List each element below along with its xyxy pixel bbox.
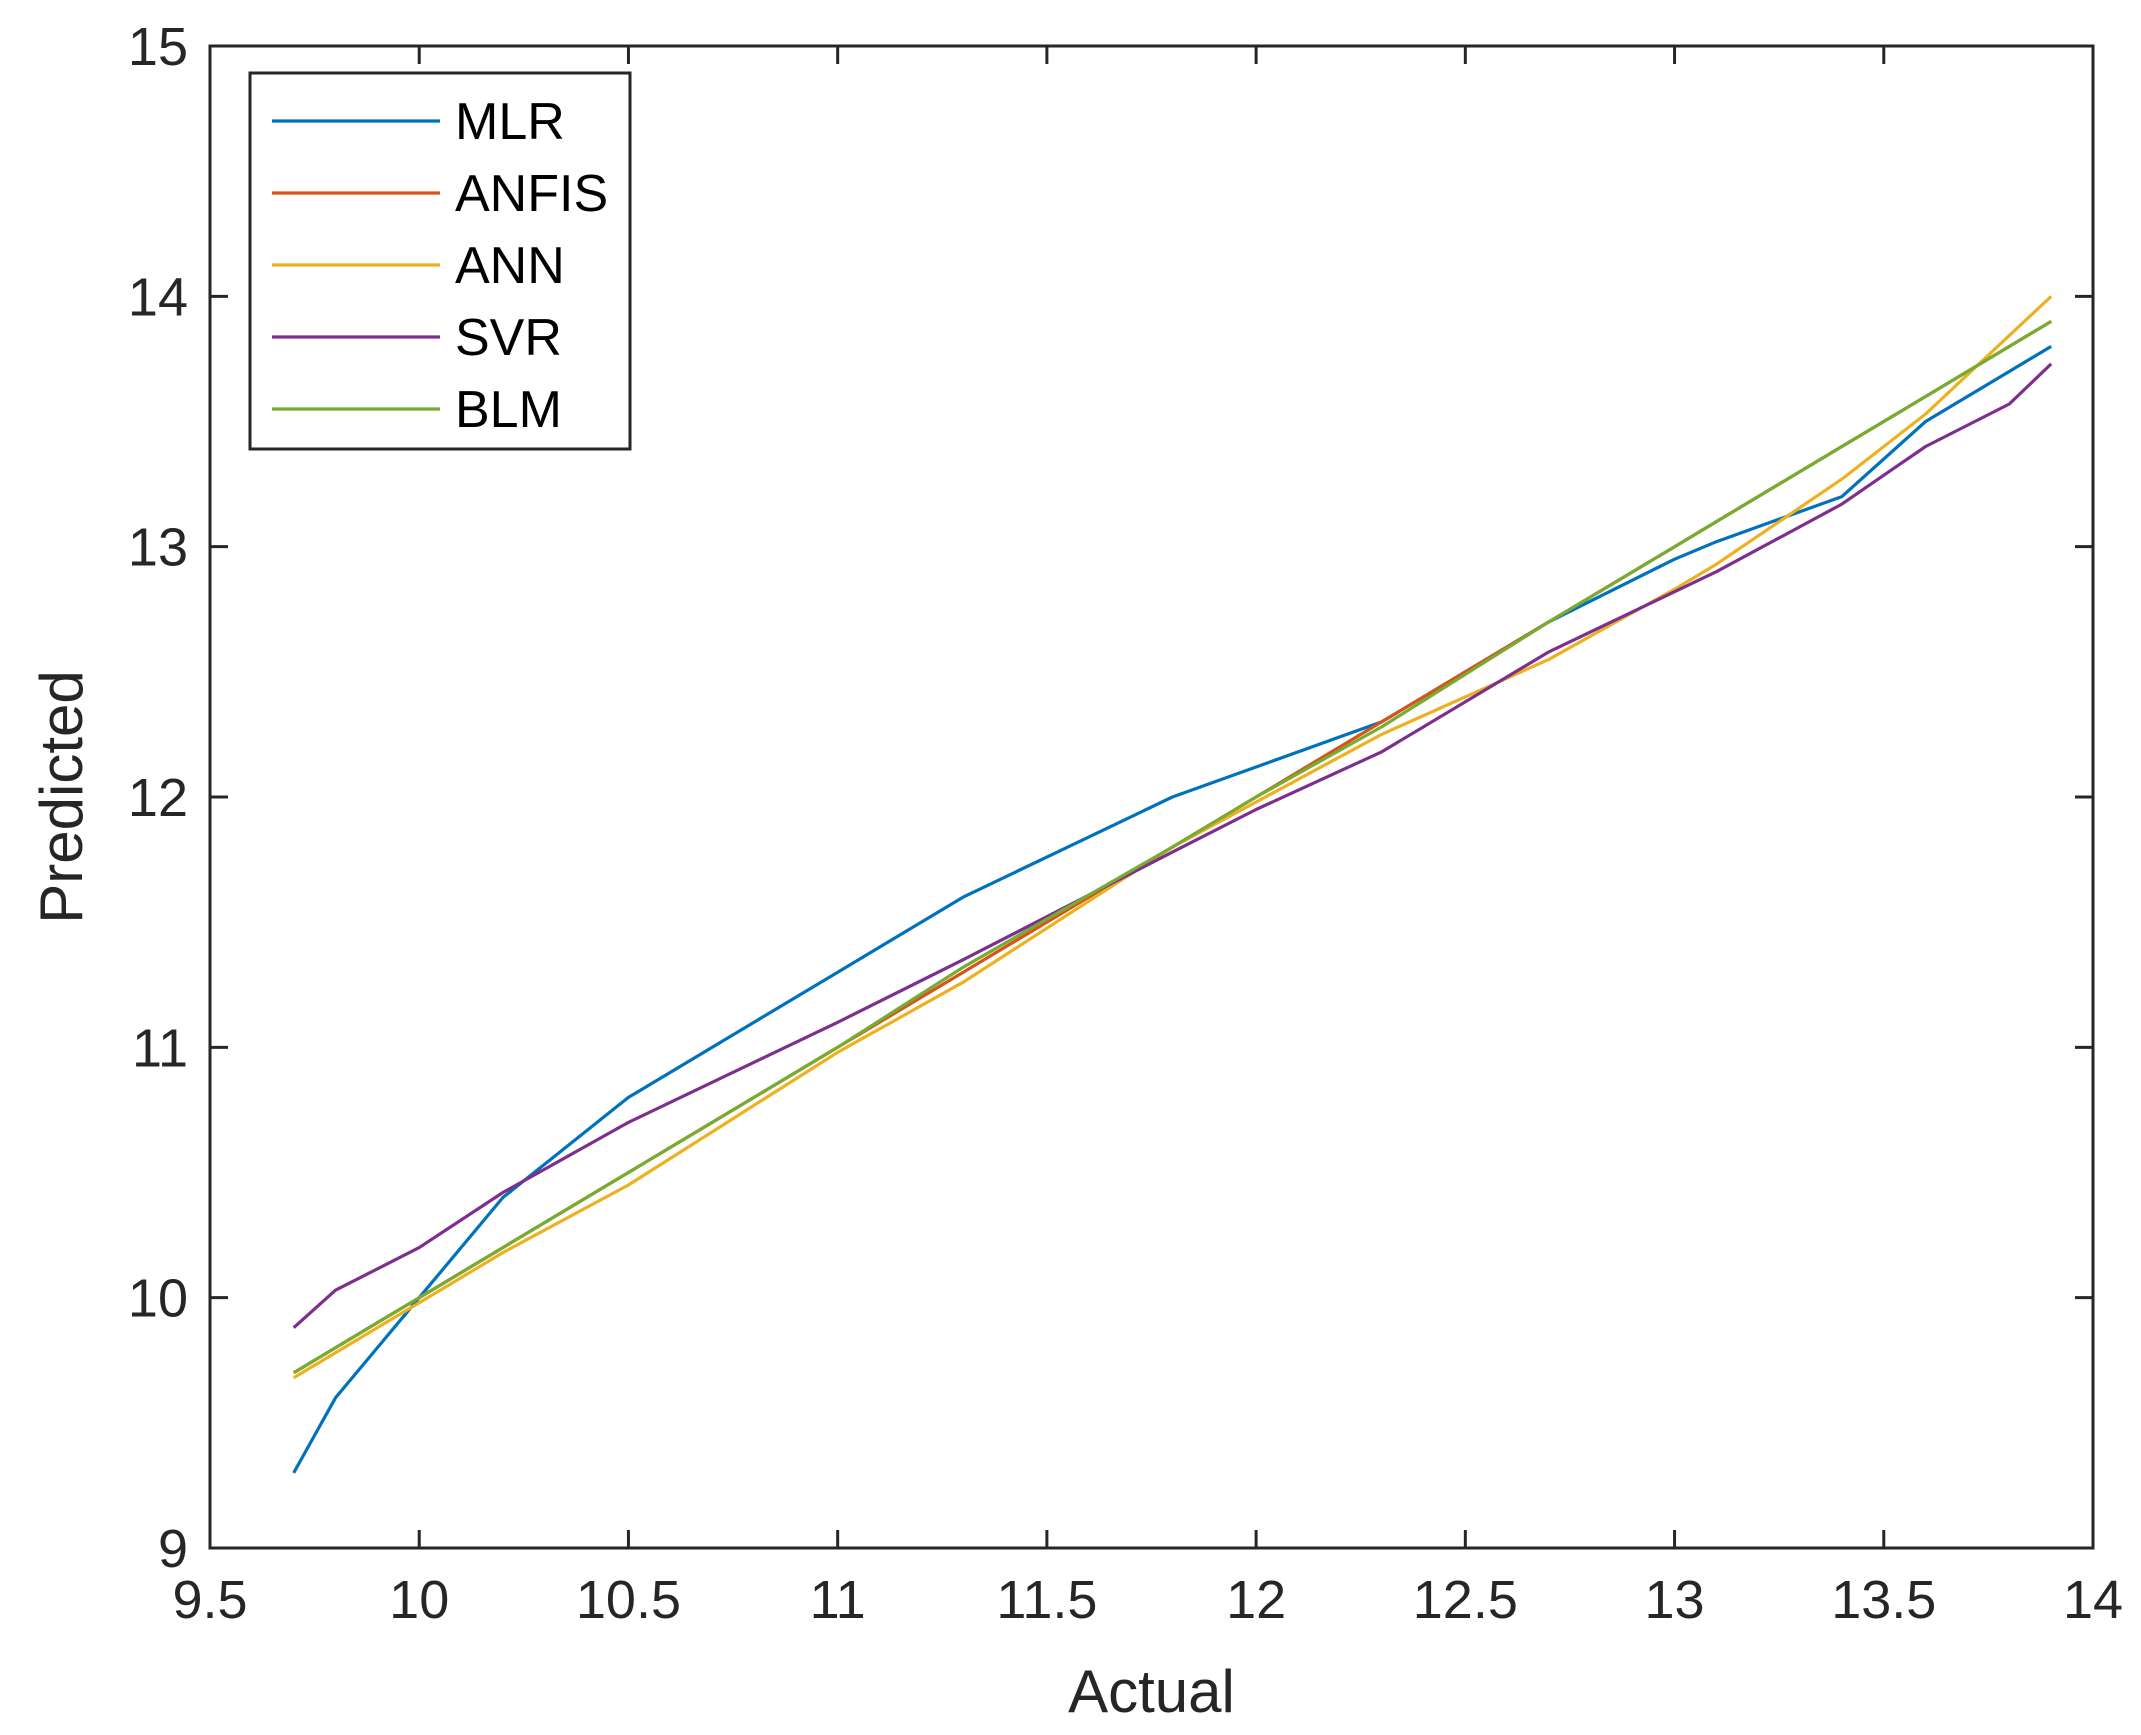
y-tick-label: 14 [128, 267, 188, 327]
x-tick-label: 12 [1226, 1570, 1286, 1630]
series-line-svr [292, 362, 2053, 1329]
x-tick-label: 11 [810, 1570, 866, 1630]
x-tick-label: 10.5 [576, 1570, 681, 1630]
y-tick-label: 13 [128, 518, 188, 578]
x-tick-label: 10 [389, 1570, 449, 1630]
legend-label: SVR [455, 309, 562, 367]
axis-ticks: 9.5 10 10.5 11 11.5 12 12.5 13 13.5 14 9 10 11 12 13 14… [128, 17, 2123, 1630]
series-line-blm [292, 320, 2053, 1375]
x-tick-label: 12.5 [1413, 1570, 1518, 1630]
legend-label: MLR [455, 93, 565, 151]
y-tick-label: 15 [128, 17, 188, 77]
series-line-mlr [292, 345, 2053, 1474]
legend-label: ANFIS [455, 165, 608, 223]
legend: MLR ANFIS ANN SVR BLM [248, 71, 632, 451]
series-lines [292, 295, 2053, 1474]
x-axis-label: Actual [1068, 1658, 1235, 1725]
legend-label: ANN [455, 237, 565, 295]
y-tick-label: 12 [128, 768, 188, 828]
series-line-ann [292, 295, 2053, 1380]
y-tick-label: 10 [128, 1269, 188, 1329]
x-tick-label: 9.5 [172, 1570, 247, 1630]
legend-label: BLM [455, 381, 562, 439]
y-tick-label: 9 [158, 1519, 188, 1579]
x-tick-label: 13 [1645, 1570, 1705, 1630]
y-tick-label: 11 [132, 1018, 188, 1078]
y-axis-label: Predicted [28, 670, 95, 923]
x-tick-label: 13.5 [1831, 1570, 1936, 1630]
x-tick-label: 11.5 [996, 1570, 1097, 1630]
legend-box [248, 71, 632, 451]
x-tick-label: 14 [2063, 1570, 2123, 1630]
